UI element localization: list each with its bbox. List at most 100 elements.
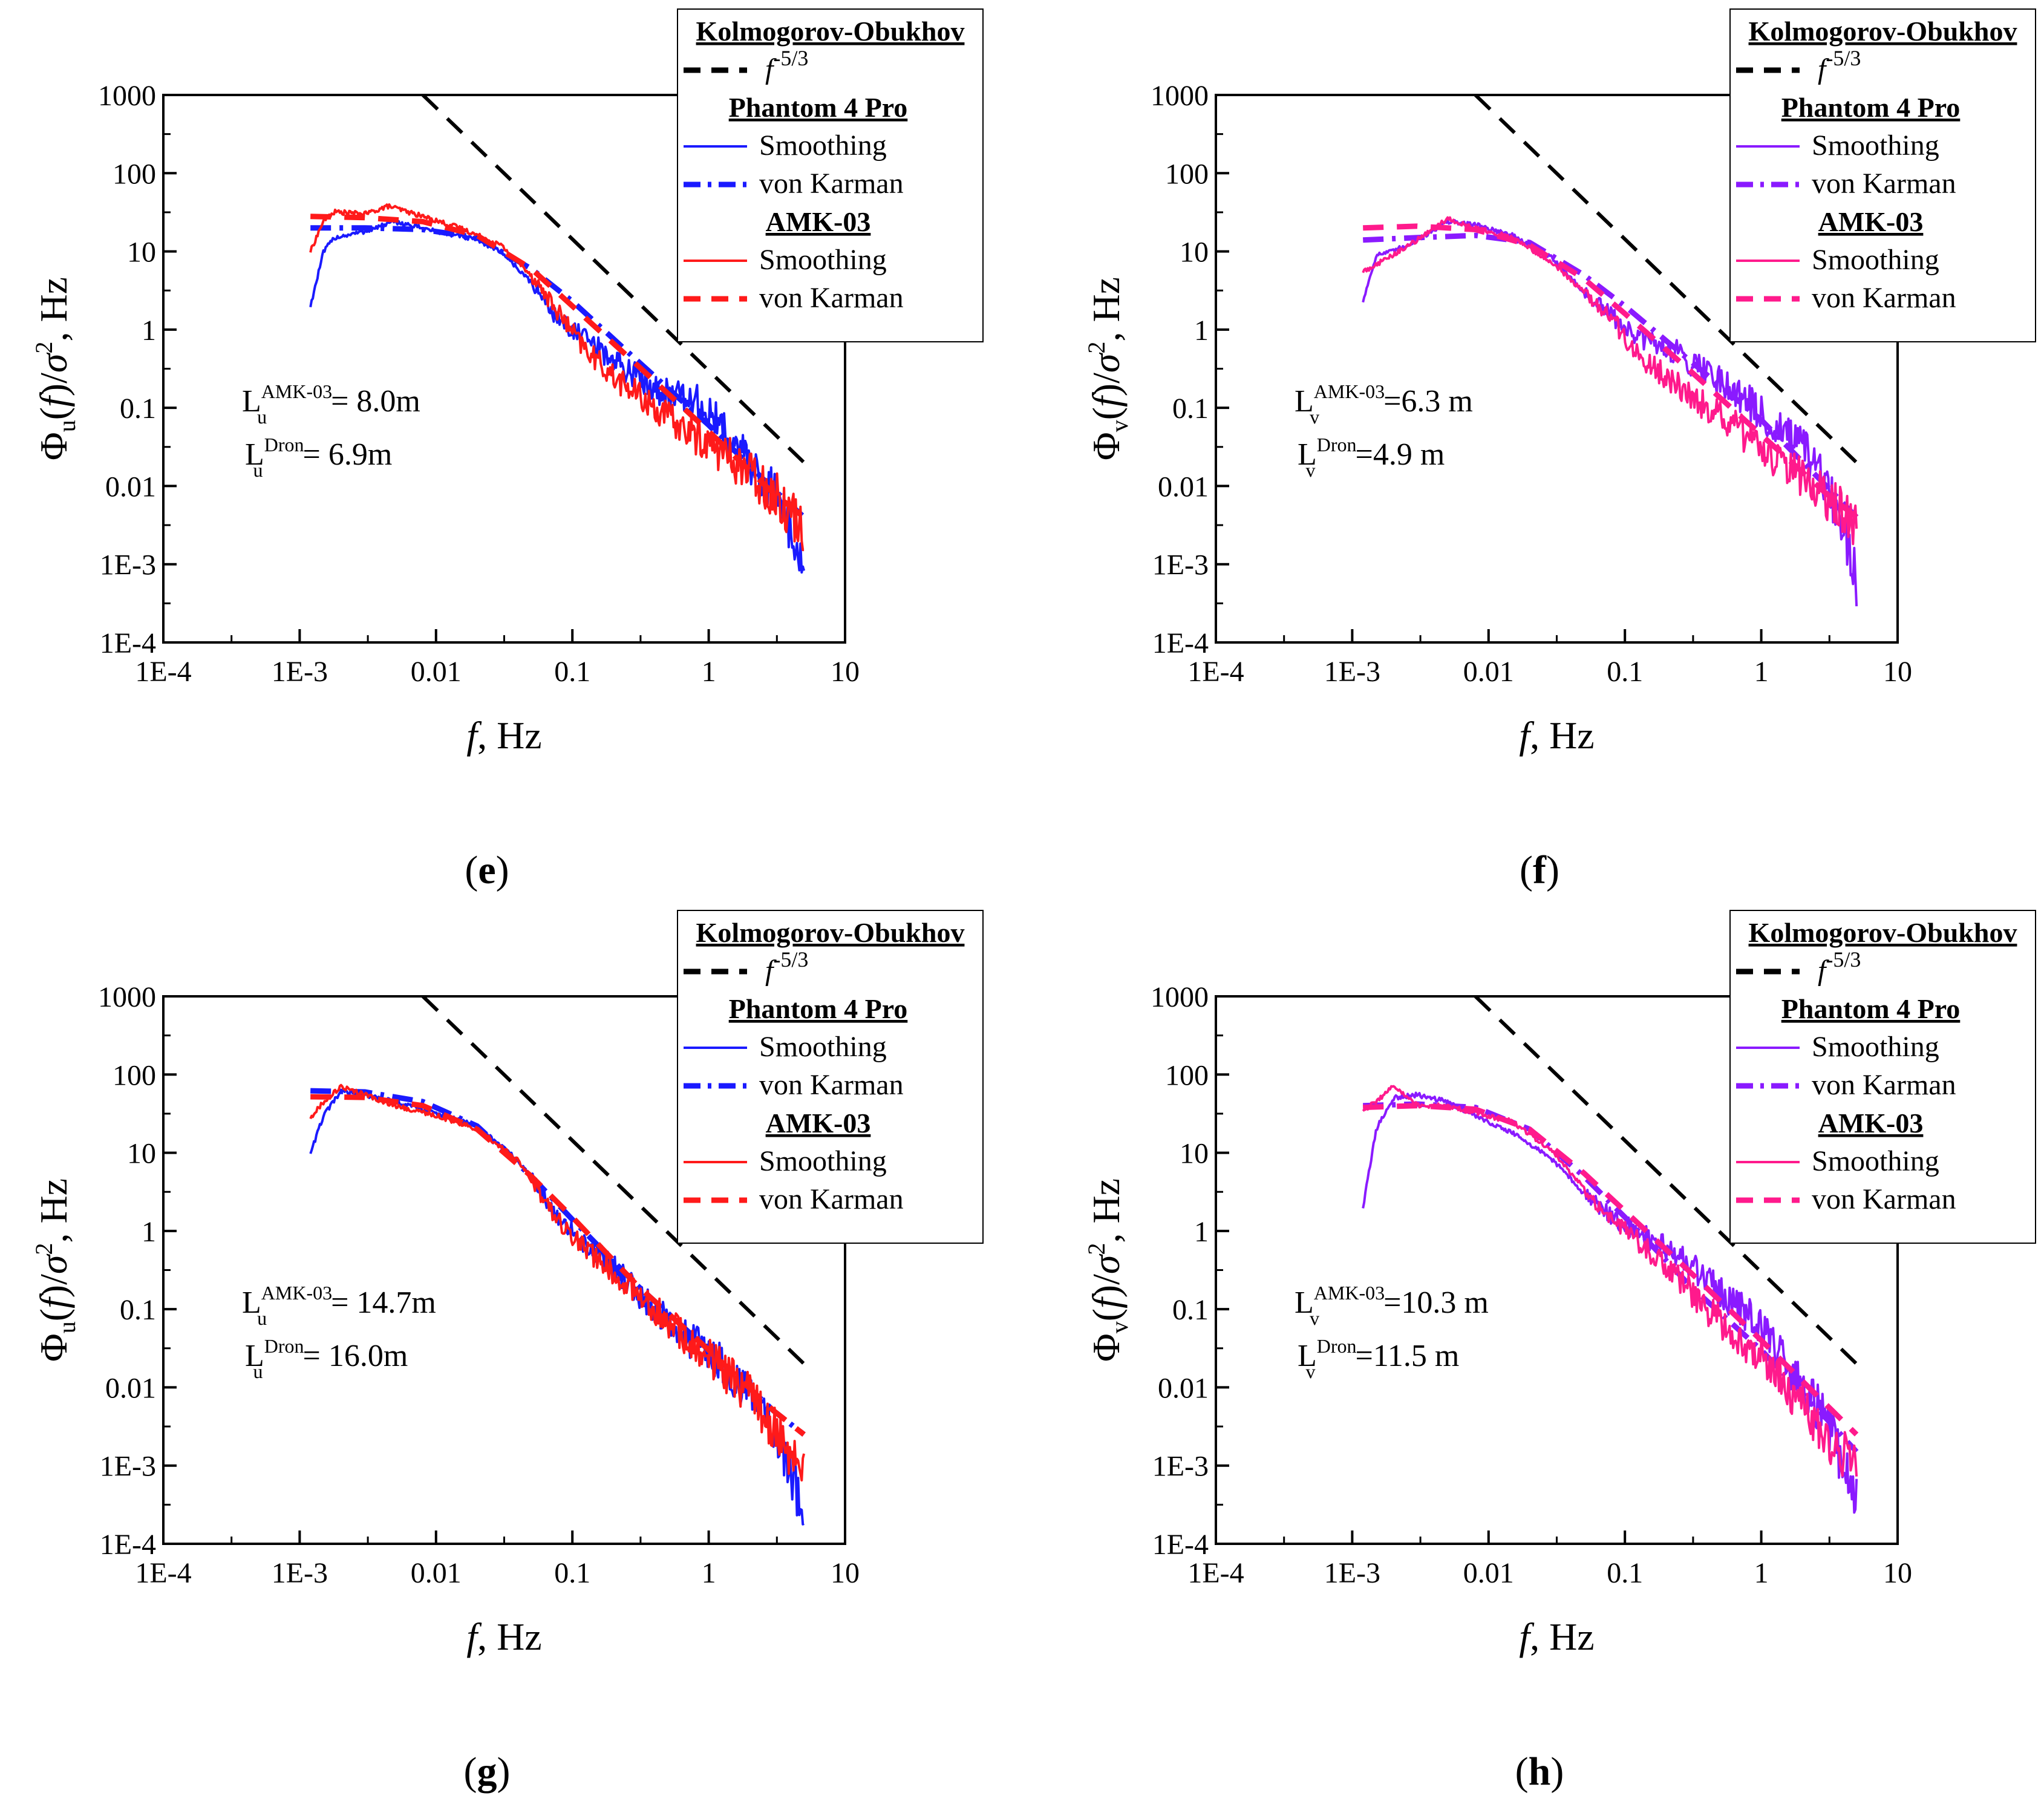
legend-label: von Karman: [759, 282, 904, 314]
y-label-slash: )/: [1085, 1274, 1128, 1298]
plot-data: [1362, 93, 1859, 607]
y-tick-label: 1E-3: [1152, 1451, 1209, 1483]
x-tick-label: 0.01: [411, 1557, 462, 1589]
annotation-symbol: L: [1298, 1339, 1317, 1373]
legend-group-title: Phantom 4 Pro: [729, 92, 908, 123]
length-scale-annotation: LDron v =11.5 m: [1298, 1335, 1459, 1382]
y-label-subscript: v: [1106, 420, 1133, 432]
annotation-subscript: v: [1306, 459, 1316, 481]
y-tick-label: 1000: [1151, 80, 1209, 112]
annotation-superscript: AMK-03: [1314, 381, 1385, 402]
annotation-value: = 16.0m: [303, 1339, 408, 1373]
caption-paren: ): [496, 848, 509, 892]
legend-group-title: AMK-03: [1818, 1108, 1924, 1138]
annotation-superscript: AMK-03: [261, 1282, 332, 1304]
series-line-f-5-3: [1474, 93, 1858, 464]
annotation-superscript: Dron: [264, 434, 304, 456]
length-scale-annotation: LAMK-03 u = 14.7m: [242, 1282, 436, 1329]
y-tick-label: 10: [127, 1138, 156, 1170]
x-tick-label: 1E-4: [1187, 1557, 1244, 1589]
x-tick-label: 0.1: [1607, 656, 1643, 688]
caption-letter: h: [1529, 1749, 1551, 1794]
panel-caption: (g): [464, 1749, 511, 1794]
legend-frame: [677, 910, 984, 1244]
annotation-subscript: v: [1310, 1307, 1319, 1329]
annotation-subscript: u: [257, 1307, 267, 1329]
x-tick-label: 1E-3: [1324, 1557, 1380, 1589]
annotation-subscript: u: [253, 1361, 263, 1382]
y-label-unit: , Hz: [1085, 277, 1128, 342]
legend-group-title: Kolmogorov-Obukhov: [696, 917, 965, 948]
x-tick-label: 1: [702, 1557, 716, 1589]
y-label-slash: )/: [32, 373, 75, 396]
annotation-subscript: v: [1310, 406, 1319, 428]
legend-label: Smoothing: [759, 1031, 887, 1063]
legend-label: Smoothing: [1812, 129, 1939, 162]
x-tick-label: 10: [831, 1557, 860, 1589]
legend-label: von Karman: [1812, 168, 1956, 200]
annotation-symbol: L: [245, 437, 264, 472]
annotation-symbol: L: [242, 384, 261, 419]
panel-caption: (e): [465, 848, 509, 892]
length-scale-annotation: LAMK-03 v =10.3 m: [1295, 1282, 1489, 1329]
y-label-phi: Φ: [32, 432, 75, 460]
chart-panel-e: 1E-4 1E-3 0.01 0.1 1 10 100 1000 1E-4 1E-3 0.01 0.1…: [30, 8, 984, 892]
plot-data: [309, 93, 806, 574]
legend-group-title: Phantom 4 Pro: [1781, 993, 1961, 1024]
legend-group-title: Kolmogorov-Obukhov: [1749, 917, 2017, 948]
y-label-subscript: u: [53, 1321, 80, 1333]
series-line-f-5-3: [421, 995, 806, 1365]
legend-group-title: Kolmogorov-Obukhov: [1749, 16, 2017, 47]
legend-group-title: AMK-03: [766, 206, 871, 237]
x-tick-label: 0.01: [1463, 656, 1514, 688]
y-label-unit: , Hz: [32, 1178, 75, 1243]
x-tick-label: 10: [831, 656, 860, 688]
x-tick-label: 1: [1754, 656, 1769, 688]
legend-label-exponent: -5/3: [1826, 46, 1861, 70]
y-axis-label: Φv(f)/σ2, Hz: [1083, 1178, 1133, 1362]
length-scale-annotation: LAMK-03 v =6.3 m: [1295, 381, 1473, 428]
x-tick-label: 0.1: [1607, 1557, 1643, 1589]
legend-label: f-5/3: [1818, 46, 1861, 85]
legend-label: Smoothing: [759, 129, 887, 162]
x-tick-label: 1E-4: [135, 656, 191, 688]
y-tick-label: 0.01: [1158, 1372, 1209, 1404]
y-label-sigma: σ: [1085, 1253, 1128, 1274]
series-line-f-5-3: [421, 93, 806, 464]
y-label-sigma: σ: [32, 352, 75, 373]
y-label-unit: , Hz: [1085, 1178, 1128, 1243]
annotation-value: =6.3 m: [1383, 384, 1473, 419]
legend-label: Smoothing: [759, 244, 887, 276]
y-tick-label: 1: [142, 315, 156, 347]
x-tick-label: 0.1: [554, 1557, 590, 1589]
annotation-value: =10.3 m: [1383, 1285, 1489, 1320]
y-label-slash: )/: [1085, 373, 1128, 396]
length-scale-annotation: LDron u = 6.9m: [245, 434, 392, 481]
x-axis-label-unit: , Hz: [1530, 714, 1595, 757]
y-tick-label: 1: [1194, 315, 1209, 347]
annotation-value: =11.5 m: [1356, 1339, 1460, 1373]
y-tick-label: 0.01: [105, 471, 156, 503]
annotation-superscript: Dron: [1317, 1335, 1357, 1357]
legend-group-title: Phantom 4 Pro: [729, 993, 908, 1024]
annotation-subscript: u: [257, 406, 267, 428]
legend-label-exponent: -5/3: [773, 947, 808, 972]
y-tick-label: 10: [1180, 1138, 1209, 1170]
y-label-sigma: σ: [32, 1253, 75, 1274]
y-tick-label: 100: [113, 158, 156, 190]
legend-group-title: AMK-03: [1818, 206, 1924, 237]
y-tick-label: 1E-4: [1152, 627, 1209, 659]
x-tick-label: 0.01: [411, 656, 462, 688]
y-tick-label: 10: [1180, 237, 1209, 269]
x-axis-label-unit: , Hz: [477, 1615, 542, 1658]
caption-paren: ): [497, 1749, 511, 1794]
caption-paren: ): [1546, 848, 1559, 892]
x-tick-label: 1E-4: [135, 1557, 191, 1589]
length-scale-annotation: LDron u = 16.0m: [245, 1335, 408, 1382]
y-tick-label: 1E-3: [100, 549, 156, 581]
y-tick-label: 1E-4: [100, 627, 156, 659]
